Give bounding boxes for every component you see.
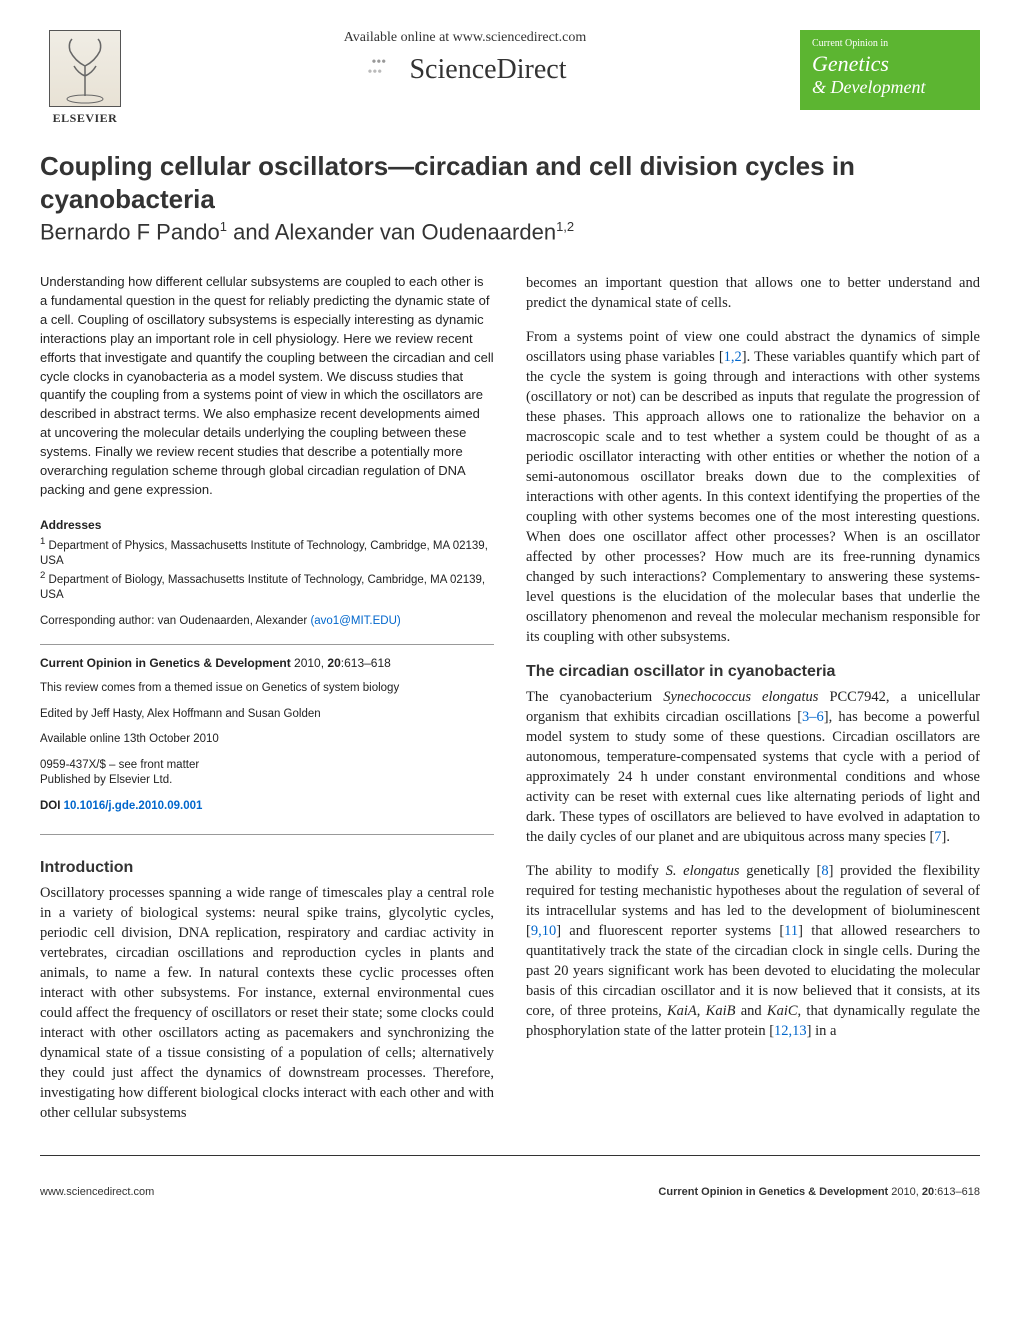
footer-right: Current Opinion in Genetics & Developmen… — [658, 1186, 980, 1198]
corresponding-label: Corresponding author: van Oudenaarden, A… — [40, 615, 310, 627]
info-journal-line: Current Opinion in Genetics & Developmen… — [40, 655, 494, 672]
kaiA: KaiA — [667, 1003, 697, 1019]
circadian-paragraph-1: The cyanobacterium Synechococcus elongat… — [526, 687, 980, 847]
col2-p2-b: ]. These variables quantify which part o… — [526, 349, 980, 645]
ref-8[interactable]: 8 — [821, 863, 828, 879]
corresponding-email[interactable]: (avo1@MIT.EDU) — [310, 615, 400, 627]
footer-volume: 20 — [922, 1186, 934, 1198]
ref-3-6[interactable]: 3–6 — [802, 709, 824, 725]
info-year: 2010, — [291, 656, 328, 670]
corresponding-author: Corresponding author: van Oudenaarden, A… — [40, 614, 494, 630]
journal-badge-genetics: Genetics — [812, 51, 968, 77]
and-2: and — [735, 1003, 766, 1019]
circ-p2-a: The ability to modify — [526, 863, 666, 879]
info-doi[interactable]: 10.1016/j.gde.2010.09.001 — [64, 800, 203, 812]
page-header: ELSEVIER Available online at www.science… — [40, 30, 980, 130]
abstract-text: Understanding how different cellular sub… — [40, 273, 494, 499]
elsevier-name: ELSEVIER — [53, 111, 118, 126]
col2-paragraph-2: From a systems point of view one could a… — [526, 327, 980, 647]
info-publisher: Published by Elsevier Ltd. — [40, 774, 172, 786]
kaiC: KaiC — [767, 1003, 798, 1019]
info-edited-by: Edited by Jeff Hasty, Alex Hoffmann and … — [40, 707, 494, 723]
sciencedirect-dots-icon — [363, 55, 403, 85]
info-themed-issue: This review comes from a themed issue on… — [40, 681, 494, 697]
ref-7[interactable]: 7 — [934, 829, 941, 845]
circadian-paragraph-2: The ability to modify S. elongatus genet… — [526, 861, 980, 1041]
footer-left: www.sciencedirect.com — [40, 1186, 154, 1198]
species-1: Synechococcus elongatus — [663, 689, 818, 705]
species-2: S. elongatus — [666, 863, 740, 879]
col2-paragraph-1: becomes an important question that allow… — [526, 273, 980, 313]
address-1: Department of Physics, Massachusetts Ins… — [40, 540, 488, 568]
circ-p1-d: ]. — [942, 829, 950, 845]
circ-p1-c: ], has become a powerful model system to… — [526, 709, 980, 845]
circ-p2-d: ] and fluorescent reporter systems [ — [556, 923, 784, 939]
ref-12-13[interactable]: 12,13 — [774, 1023, 807, 1039]
footer-pages: :613–618 — [934, 1186, 980, 1198]
right-column: becomes an important question that allow… — [526, 273, 980, 1137]
article-title: Coupling cellular oscillators—circadian … — [40, 150, 980, 215]
journal-badge-top: Current Opinion in — [812, 38, 968, 49]
ref-11[interactable]: 11 — [784, 923, 798, 939]
author-2-affiliation: 1,2 — [556, 219, 574, 234]
info-issn: 0959-437X/$ – see front matter — [40, 759, 199, 771]
available-online-text: Available online at www.sciencedirect.co… — [130, 30, 800, 46]
journal-badge-development: & Development — [812, 77, 968, 98]
circ-p2-g: ] in a — [807, 1023, 837, 1039]
info-doi-label: DOI — [40, 800, 64, 812]
sciencedirect-logo: ScienceDirect — [363, 54, 566, 86]
author-1: Bernardo F Pando — [40, 219, 220, 244]
info-doi-line: DOI 10.1016/j.gde.2010.09.001 — [40, 799, 494, 815]
intro-paragraph-1: Oscillatory processes spanning a wide ra… — [40, 883, 494, 1123]
info-available-online: Available online 13th October 2010 — [40, 732, 494, 748]
kaiB: KaiB — [706, 1003, 736, 1019]
introduction-body: Oscillatory processes spanning a wide ra… — [40, 883, 494, 1123]
left-column: Understanding how different cellular sub… — [40, 273, 494, 1137]
elsevier-logo: ELSEVIER — [40, 30, 130, 130]
circ-p1-a: The cyanobacterium — [526, 689, 663, 705]
article-info-box: Current Opinion in Genetics & Developmen… — [40, 644, 494, 836]
introduction-heading: Introduction — [40, 857, 494, 879]
and-1: , — [697, 1003, 706, 1019]
author-1-affiliation: 1 — [220, 219, 227, 234]
ref-1-2[interactable]: 1,2 — [724, 349, 742, 365]
article-authors: Bernardo F Pando1 and Alexander van Oude… — [40, 219, 980, 245]
address-2: Department of Biology, Massachusetts Ins… — [40, 574, 485, 602]
sciencedirect-block: Available online at www.sciencedirect.co… — [130, 30, 800, 90]
address-1-sup: 1 — [40, 536, 45, 547]
footer-journal: Current Opinion in Genetics & Developmen… — [658, 1186, 888, 1198]
circ-p2-b: genetically [ — [740, 863, 822, 879]
elsevier-tree-icon — [49, 30, 121, 107]
info-pages: :613–618 — [341, 656, 391, 670]
footer-year: 2010, — [888, 1186, 922, 1198]
info-issn-block: 0959-437X/$ – see front matter Published… — [40, 758, 494, 789]
sciencedirect-label: ScienceDirect — [409, 54, 566, 86]
author-2: and Alexander van Oudenaarden — [227, 219, 556, 244]
ref-9-10[interactable]: 9,10 — [531, 923, 556, 939]
info-journal-name: Current Opinion in Genetics & Developmen… — [40, 656, 291, 670]
page-footer: www.sciencedirect.com Current Opinion in… — [40, 1180, 980, 1198]
info-volume: 20 — [327, 656, 340, 670]
address-2-sup: 2 — [40, 570, 45, 581]
footer-rule — [40, 1155, 980, 1156]
circadian-heading: The circadian oscillator in cyanobacteri… — [526, 661, 980, 683]
addresses-block: 1 Department of Physics, Massachusetts I… — [40, 536, 494, 604]
addresses-heading: Addresses — [40, 517, 494, 534]
journal-badge: Current Opinion in Genetics & Developmen… — [800, 30, 980, 110]
